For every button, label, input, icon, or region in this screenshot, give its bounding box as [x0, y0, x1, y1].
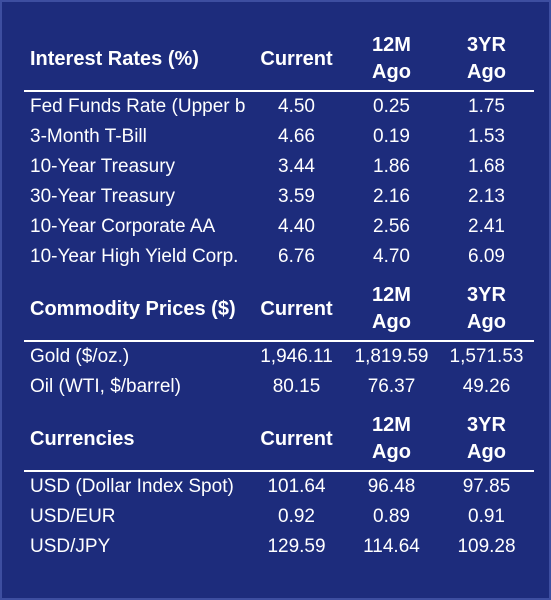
value-3yr-ago: 2.41	[468, 216, 505, 237]
row-label: Oil (WTI, $/barrel)	[30, 376, 181, 397]
value-12m-ago: 96.48	[367, 476, 416, 497]
column-header-3yr-line1: 3YR	[467, 284, 506, 306]
column-header-3yr-line2: Ago	[467, 441, 506, 463]
value-12m-ago: 0.89	[373, 506, 410, 527]
table-row: USD/JPY 129.59 114.64 109.28	[24, 532, 534, 562]
value-12m-ago: 114.64	[363, 536, 420, 557]
value-12m-ago: 0.19	[373, 126, 410, 147]
value-3yr-ago: 1.68	[468, 156, 505, 177]
value-12m-ago: 2.16	[373, 186, 410, 207]
column-header-12m-ago: 12M Ago	[344, 28, 439, 92]
row-label: USD (Dollar Index Spot)	[30, 476, 234, 497]
table-row: USD/EUR 0.92 0.89 0.91	[24, 502, 534, 532]
column-header-12m-line2: Ago	[372, 311, 411, 333]
value-current: 4.40	[278, 216, 315, 237]
value-3yr-ago: 97.85	[462, 476, 511, 497]
row-label: Gold ($/oz.)	[30, 346, 130, 367]
row-label: 10-Year Corporate AA	[30, 216, 216, 237]
column-header-3yr-line1: 3YR	[467, 414, 506, 436]
value-current: 129.59	[267, 536, 326, 557]
value-current: 4.66	[278, 126, 315, 147]
row-label: Fed Funds Rate (Upper b	[30, 96, 246, 117]
value-12m-ago: 1,819.59	[354, 346, 429, 367]
column-header-12m-ago: 12M Ago	[344, 278, 439, 342]
column-header-current: Current	[249, 408, 344, 472]
column-header-3yr-ago: 3YR Ago	[439, 408, 534, 472]
table-row: 10-Year Corporate AA 4.40 2.56 2.41	[24, 212, 534, 242]
column-header-3yr-ago: 3YR Ago	[439, 278, 534, 342]
value-3yr-ago: 1.75	[468, 96, 505, 117]
column-header-12m-line1: 12M	[372, 34, 411, 56]
row-label: USD/EUR	[30, 506, 116, 527]
row-label: 10-Year High Yield Corp.	[30, 246, 239, 267]
row-label: USD/JPY	[30, 536, 111, 557]
column-header-3yr-ago: 3YR Ago	[439, 28, 534, 92]
row-label: 10-Year Treasury	[30, 156, 176, 177]
table-row: 10-Year Treasury 3.44 1.86 1.68	[24, 152, 534, 182]
column-header-12m-line1: 12M	[372, 284, 411, 306]
column-header-12m-line1: 12M	[372, 414, 411, 436]
table-row: 3-Month T-Bill 4.66 0.19 1.53	[24, 122, 534, 152]
value-12m-ago: 76.37	[367, 376, 416, 397]
row-label: 30-Year Treasury	[30, 186, 176, 207]
value-3yr-ago: 2.13	[468, 186, 505, 207]
value-3yr-ago: 6.09	[468, 246, 505, 267]
value-current: 0.92	[278, 506, 315, 527]
value-current: 6.76	[278, 246, 315, 267]
value-current: 1,946.11	[260, 346, 333, 367]
column-header-current: Current	[249, 28, 344, 92]
value-current: 4.50	[278, 96, 315, 117]
value-12m-ago: 1.86	[373, 156, 410, 177]
column-header-12m-line2: Ago	[372, 61, 411, 83]
table-row: USD (Dollar Index Spot) 101.64 96.48 97.85	[24, 471, 534, 502]
value-3yr-ago: 109.28	[457, 536, 516, 557]
value-current: 80.15	[272, 376, 321, 397]
value-3yr-ago: 1.53	[468, 126, 505, 147]
column-header-3yr-line1: 3YR	[467, 34, 506, 56]
value-12m-ago: 0.25	[373, 96, 410, 117]
table-row: 10-Year High Yield Corp. 6.76 4.70 6.09	[24, 242, 534, 272]
column-header-12m-line2: Ago	[372, 441, 411, 463]
column-header-3yr-line2: Ago	[467, 311, 506, 333]
value-12m-ago: 2.56	[373, 216, 410, 237]
column-header-current: Current	[249, 278, 344, 342]
section-title: Commodity Prices ($)	[24, 278, 249, 342]
table-row: Gold ($/oz.) 1,946.11 1,819.59 1,571.53	[24, 341, 534, 372]
value-3yr-ago: 0.91	[468, 506, 505, 527]
value-3yr-ago: 49.26	[462, 376, 511, 397]
value-12m-ago: 4.70	[373, 246, 410, 267]
section-header-commodity-prices: Commodity Prices ($) Current 12M Ago 3YR Ago	[24, 278, 534, 342]
row-label: 3-Month T-Bill	[30, 126, 147, 147]
column-header-3yr-line2: Ago	[467, 61, 506, 83]
market-data-table: Interest Rates (%) Current 12M Ago 3YR Ago Fed…	[24, 28, 534, 562]
value-current: 101.64	[267, 476, 326, 497]
section-title: Currencies	[24, 408, 249, 472]
table-row: Oil (WTI, $/barrel) 80.15 76.37 49.26	[24, 372, 534, 402]
section-header-interest-rates: Interest Rates (%) Current 12M Ago 3YR Ago	[24, 28, 534, 92]
table-row: 30-Year Treasury 3.59 2.16 2.13	[24, 182, 534, 212]
value-current: 3.44	[278, 156, 315, 177]
column-header-12m-ago: 12M Ago	[344, 408, 439, 472]
section-header-currencies: Currencies Current 12M Ago 3YR Ago	[24, 408, 534, 472]
value-current: 3.59	[278, 186, 315, 207]
table-row: Fed Funds Rate (Upper b 4.50 0.25 1.75	[24, 91, 534, 122]
section-title: Interest Rates (%)	[24, 28, 249, 92]
value-3yr-ago: 1,571.53	[449, 346, 524, 367]
